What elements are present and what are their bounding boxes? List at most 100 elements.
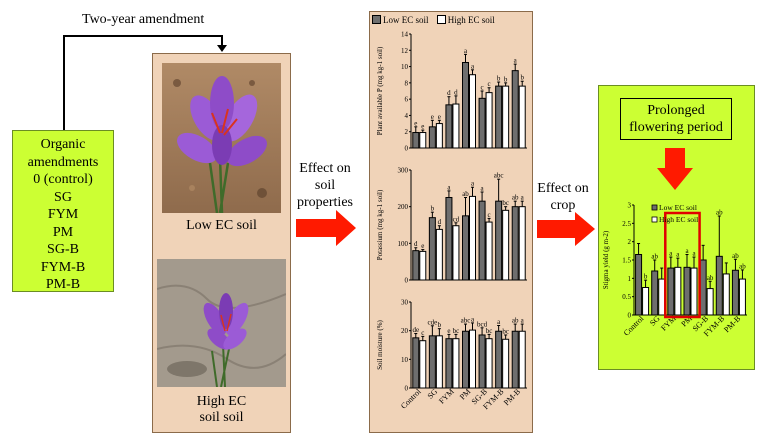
bar-high-ec bbox=[518, 206, 526, 281]
bar-low-ec bbox=[445, 197, 453, 281]
soil-effect-arrow bbox=[296, 210, 356, 246]
significance-label: ab bbox=[732, 252, 739, 260]
bar-high-ec bbox=[452, 103, 460, 149]
significance-label: bcd bbox=[477, 320, 488, 328]
x-tick-label: Control bbox=[399, 387, 423, 411]
y-tick-label: 2 bbox=[405, 128, 409, 136]
bar-high-ec bbox=[658, 278, 666, 316]
x-tick-label: PM-B bbox=[722, 314, 742, 334]
chart-available-p: 0 2 4 6 8 10 12 14 Plant available P (mg kg-1 so… bbox=[376, 31, 527, 153]
bar-low-ec bbox=[428, 335, 436, 389]
bar-low-ec bbox=[635, 254, 643, 316]
y-tick-label: 300 bbox=[398, 167, 409, 175]
amendment-item: SG bbox=[54, 189, 72, 205]
bar-low-ec bbox=[731, 269, 739, 316]
significance-label: e bbox=[431, 113, 434, 121]
bar-low-ec bbox=[495, 200, 503, 281]
x-tick-label: Control bbox=[622, 314, 646, 338]
legend-low-swatch bbox=[372, 15, 381, 24]
bar-high-ec bbox=[690, 267, 698, 316]
high-ec-caption-line1: High EC bbox=[196, 394, 247, 409]
bar-high-ec bbox=[518, 85, 526, 149]
y-tick-label: 100 bbox=[398, 240, 409, 248]
y-tick-label: 14 bbox=[401, 31, 409, 39]
bar-low-ec bbox=[478, 200, 486, 281]
bar-high-ec bbox=[674, 266, 682, 316]
y-tick-label: 20 bbox=[401, 327, 409, 335]
y-tick-label: 4 bbox=[405, 112, 409, 120]
significance-label: d bbox=[438, 218, 442, 226]
bar-low-ec bbox=[699, 259, 707, 316]
significance-label: e bbox=[438, 113, 441, 121]
significance-label: b bbox=[438, 321, 442, 329]
legend-high-swatch bbox=[436, 15, 446, 24]
prolonged-line1: Prolonged bbox=[647, 103, 705, 118]
effect-crop-label: Effect on crop bbox=[532, 180, 594, 214]
bar-low-ec bbox=[412, 250, 420, 281]
y-tick-label: 2.5 bbox=[622, 220, 631, 228]
y-tick-label: 0 bbox=[628, 312, 632, 320]
bar-high-ec bbox=[452, 225, 460, 281]
significance-label: a bbox=[471, 315, 475, 323]
amendment-item: FYM bbox=[47, 207, 79, 222]
bar-low-ec bbox=[667, 267, 675, 316]
bar-low-ec bbox=[428, 126, 436, 149]
significance-label: e bbox=[447, 327, 450, 335]
y-tick-label: 12 bbox=[401, 47, 409, 55]
significance-label: ab bbox=[716, 209, 723, 217]
significance-label: a bbox=[514, 57, 518, 65]
bar-high-ec bbox=[469, 329, 476, 389]
significance-label: a bbox=[521, 194, 525, 202]
significance-label: b bbox=[497, 75, 501, 83]
significance-label: abc bbox=[461, 317, 471, 325]
x-tick-label: FYM bbox=[437, 387, 456, 406]
amendment-item: 0 (control) bbox=[33, 172, 93, 187]
high-ec-caption: High EC soil soil bbox=[152, 394, 291, 426]
bar-high-ec bbox=[502, 338, 510, 389]
bar-low-ec bbox=[412, 132, 420, 149]
prolonged-flowering-box: Prolonged flowering period bbox=[620, 98, 732, 140]
y-tick-label: 8 bbox=[405, 79, 409, 87]
bar-high-ec bbox=[502, 209, 510, 281]
prolonged-arrow bbox=[657, 148, 693, 190]
bar-high-ec bbox=[738, 278, 746, 316]
bar-high-ec bbox=[435, 123, 443, 149]
bar-high-ec bbox=[435, 335, 443, 389]
bar-low-ec bbox=[495, 85, 503, 149]
bar-high-ec bbox=[485, 338, 493, 389]
significance-label: d bbox=[414, 240, 418, 248]
significance-label: bc bbox=[486, 327, 493, 335]
effect-soil-line3: properties bbox=[297, 195, 353, 210]
bar-high-ec bbox=[419, 340, 427, 389]
bar-low-ec bbox=[462, 62, 469, 149]
bar-high-ec bbox=[722, 273, 730, 316]
y-tick-label: 30 bbox=[401, 299, 409, 307]
bar-high-ec bbox=[452, 338, 460, 389]
y-tick-label: 200 bbox=[398, 203, 409, 211]
y-tick-label: 6 bbox=[405, 96, 409, 104]
amendment-item: FYM-B bbox=[40, 259, 86, 275]
significance-label: ab bbox=[707, 274, 714, 282]
crop-effect-arrow bbox=[537, 212, 595, 246]
y-tick-label: 0 bbox=[405, 277, 409, 285]
bar-low-ec bbox=[412, 337, 420, 389]
bar-high-ec bbox=[485, 92, 493, 149]
significance-label: d bbox=[447, 89, 451, 97]
significance-label: e bbox=[421, 242, 424, 250]
legend-high-label: High EC soil bbox=[659, 215, 698, 224]
y-tick-label: 0 bbox=[405, 385, 409, 393]
significance-label: a bbox=[521, 317, 525, 325]
prolonged-line2: flowering period bbox=[629, 120, 723, 135]
significance-label: d bbox=[454, 88, 458, 96]
significance-label: ab bbox=[462, 190, 469, 198]
significance-label: b bbox=[644, 273, 648, 281]
bar-high-ec bbox=[469, 195, 476, 281]
significance-label: e bbox=[414, 119, 417, 127]
y-tick-label: 10 bbox=[401, 63, 409, 71]
chart-stigma-yield: 0 0.5 1 1.5 2 2.5 3 Stigma yield (g m-2) b Contro… bbox=[602, 202, 747, 338]
bar-low-ec bbox=[511, 206, 519, 281]
significance-label: de bbox=[412, 326, 419, 334]
bar-low-ec bbox=[651, 270, 659, 316]
bar-low-ec bbox=[511, 70, 519, 149]
